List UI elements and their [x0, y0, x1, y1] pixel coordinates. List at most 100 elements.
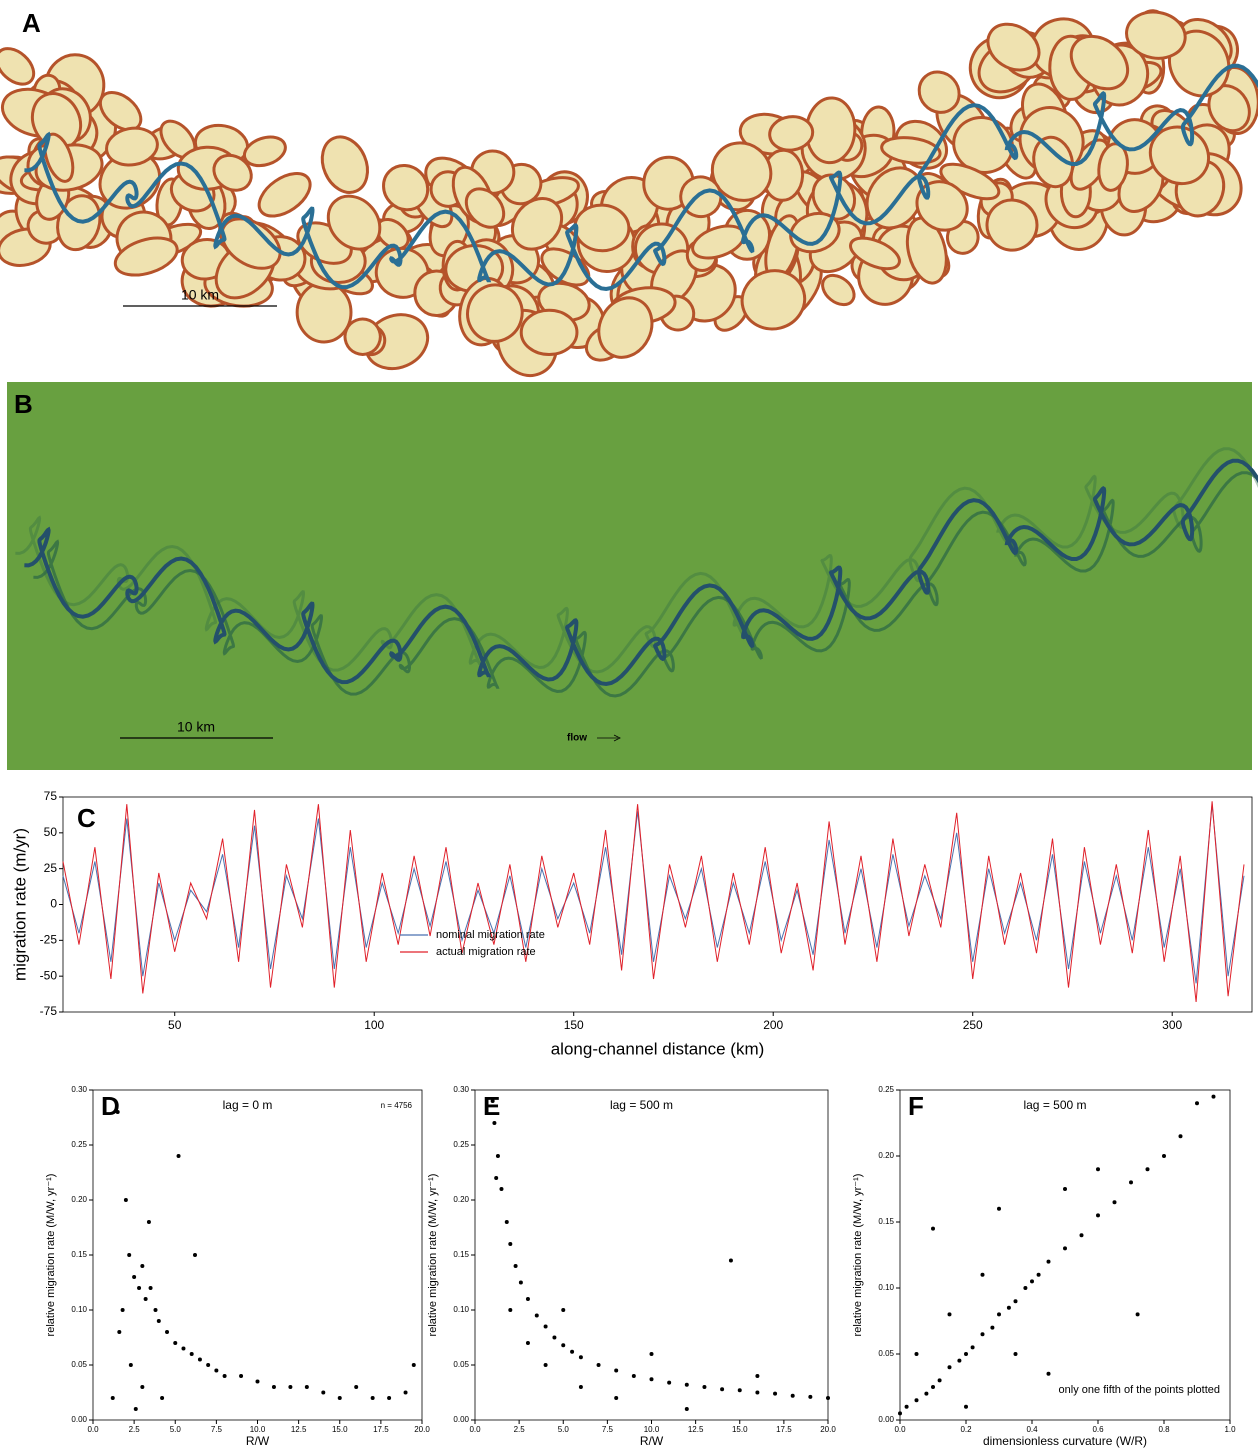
x-tick-label: 300 [1162, 1018, 1182, 1032]
point [222, 1374, 227, 1378]
point-bar [510, 197, 564, 251]
y-tick-label: 0.30 [453, 1085, 469, 1094]
point-bar [43, 132, 75, 183]
point [1006, 1305, 1011, 1310]
point [148, 1286, 153, 1290]
plot-title: lag = 500 m [1023, 1098, 1086, 1112]
point-bar [768, 115, 815, 152]
flow-arrow [613, 734, 621, 742]
panel-label: D [101, 1091, 120, 1121]
x-tick-label: 17.5 [373, 1425, 389, 1434]
y-tick-label: 0.25 [878, 1085, 894, 1094]
point [755, 1374, 760, 1378]
point-bar [0, 47, 36, 86]
point [578, 1385, 583, 1389]
plot-frame [92, 1089, 423, 1421]
point [543, 1324, 548, 1329]
y-tick-label: 0.20 [453, 1195, 469, 1204]
point [176, 1154, 181, 1158]
point-bar [821, 273, 856, 307]
y-axis-label: relative migration rate (M/W, yr⁻¹) [427, 1174, 439, 1337]
plot-frame [899, 1089, 1231, 1421]
point-bar [1069, 34, 1130, 91]
point [115, 1110, 120, 1114]
point [684, 1407, 689, 1411]
point [728, 1258, 733, 1263]
point [990, 1325, 995, 1330]
y-tick-label: 0.25 [453, 1140, 469, 1149]
point-bar [382, 163, 430, 212]
x-tick-label: 0.4 [1026, 1425, 1038, 1434]
plot-frame [62, 796, 1253, 1013]
x-tick-label: 2.5 [129, 1425, 141, 1434]
channel [24, 458, 1258, 687]
y-tick-label: 25 [44, 861, 58, 875]
point-bar [986, 22, 1041, 72]
point [513, 1264, 518, 1268]
point [120, 1308, 125, 1312]
panel-label: B [14, 389, 33, 419]
x-tick-label: 200 [763, 1018, 783, 1032]
point [173, 1341, 178, 1345]
point [304, 1385, 309, 1389]
x-tick-label: 0.2 [960, 1425, 972, 1434]
point [980, 1332, 985, 1337]
x-tick-label: 100 [364, 1018, 384, 1032]
x-axis-label: R/W [246, 1434, 270, 1448]
point [790, 1393, 795, 1398]
x-tick-label: 5.0 [558, 1425, 570, 1434]
point [504, 1220, 509, 1224]
point-bar [849, 236, 901, 271]
plot-title: lag = 0 m [223, 1098, 273, 1112]
point [156, 1319, 161, 1323]
point [924, 1391, 929, 1396]
annotation: only one fifth of the points plotted [1059, 1384, 1220, 1396]
point [614, 1368, 619, 1373]
point [937, 1378, 942, 1383]
y-tick-label: 0.15 [878, 1217, 894, 1226]
x-axis-label: dimensionless curvature (W/R) [983, 1434, 1147, 1448]
point [288, 1385, 293, 1389]
x-tick-label: 0.0 [469, 1425, 481, 1434]
x-tick-label: 12.5 [291, 1425, 307, 1434]
point [192, 1253, 197, 1257]
x-tick-label: 50 [168, 1018, 182, 1032]
plot-frame [474, 1089, 829, 1421]
point-bar [597, 296, 654, 359]
point [596, 1363, 601, 1367]
point [1178, 1134, 1183, 1139]
x-tick-label: 12.5 [688, 1425, 704, 1434]
x-tick-label: 250 [963, 1018, 983, 1032]
point-bar [343, 317, 382, 356]
point [1013, 1352, 1018, 1356]
point-bar [573, 203, 631, 253]
point-bar [320, 135, 369, 194]
point [1063, 1187, 1067, 1191]
point [110, 1396, 115, 1400]
point [123, 1198, 128, 1202]
y-tick-label: 0.25 [71, 1140, 87, 1149]
point [403, 1390, 408, 1395]
y-tick-label: 0.30 [71, 1085, 87, 1094]
point [1079, 1233, 1084, 1238]
y-tick-label: 0.20 [878, 1151, 894, 1160]
point [543, 1363, 548, 1367]
point [702, 1385, 707, 1389]
point-bar [326, 194, 382, 251]
point-bar [939, 162, 1001, 201]
scale-label: 10 km [181, 287, 219, 303]
x-tick-label: 17.5 [776, 1425, 792, 1434]
point [354, 1385, 359, 1389]
point [1135, 1312, 1140, 1317]
y-tick-label: 50 [44, 825, 58, 839]
y-tick-label: 0 [50, 897, 57, 911]
point-bar [466, 283, 524, 343]
x-tick-label: 15.0 [332, 1425, 348, 1434]
point-bar [295, 281, 353, 344]
point-bar [1148, 125, 1211, 186]
point [525, 1297, 530, 1301]
point [1096, 1167, 1100, 1172]
point [898, 1411, 902, 1416]
point-bar [1032, 135, 1075, 189]
point [649, 1377, 654, 1382]
